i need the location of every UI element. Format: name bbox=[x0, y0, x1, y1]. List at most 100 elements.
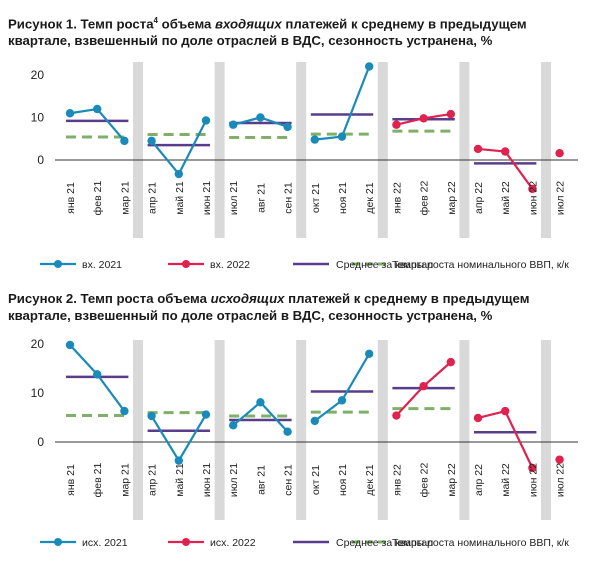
x-tick-label-1-9: окт 21 bbox=[310, 183, 322, 213]
data-point-2-15 bbox=[473, 413, 483, 423]
data-point-1-2 bbox=[120, 136, 129, 146]
legend-label-2-3: Темпы роста номинального ВВП, к/к bbox=[392, 537, 569, 549]
data-point-1-7 bbox=[256, 113, 265, 122]
y-tick-label-2-10: 10 bbox=[31, 386, 45, 400]
data-point-2-3 bbox=[147, 411, 156, 421]
quarter-separator-2-3 bbox=[296, 340, 307, 520]
x-tick-label-1-11: дек 21 bbox=[364, 182, 376, 213]
data-point-2-6 bbox=[229, 421, 238, 430]
x-tick-label-2-0: янв 21 bbox=[65, 464, 77, 496]
x-tick-label-1-3: апр 21 bbox=[147, 182, 159, 214]
x-tick-label-1-6: июл 21 bbox=[228, 181, 240, 215]
x-tick-label-2-11: дек 21 bbox=[364, 464, 376, 495]
x-tick-label-2-2: мар 21 bbox=[119, 463, 131, 497]
legend-label-1-3: Темпы роста номинального ВВП, к/к bbox=[392, 259, 569, 271]
x-tick-label-2-16: май 22 bbox=[500, 463, 512, 497]
series-line-1-1-3 bbox=[314, 66, 371, 141]
data-point-1-1 bbox=[93, 104, 102, 114]
figure-2-title-italic: исходящих bbox=[210, 291, 285, 306]
footnote-mark: 4 bbox=[153, 16, 158, 25]
y-tick-label-1-10: 10 bbox=[31, 111, 45, 125]
y-tick-label-2-20: 20 bbox=[31, 337, 45, 351]
quarter-separator-2-6 bbox=[541, 340, 551, 520]
x-tick-label-2-5: июн 21 bbox=[201, 463, 213, 497]
figure-1-title-suffix: платежей к среднему в предыдущем квартал… bbox=[8, 16, 527, 49]
y-tick-label-2-0: 0 bbox=[37, 435, 44, 449]
x-tick-label-1-16: май 22 bbox=[500, 181, 512, 215]
data-point-2-9 bbox=[310, 416, 319, 426]
x-tick-label-2-18: июл 22 bbox=[555, 463, 567, 497]
data-point-1-10 bbox=[337, 132, 347, 141]
data-point-2-14 bbox=[446, 357, 455, 367]
data-point-1-13 bbox=[419, 114, 428, 123]
data-point-1-8 bbox=[283, 122, 292, 132]
data-point-1-15 bbox=[473, 144, 483, 154]
x-tick-label-2-8: сен 21 bbox=[283, 464, 295, 496]
legend-swatch-dot-2-1 bbox=[182, 538, 190, 546]
x-tick-label-1-17: июн 22 bbox=[527, 181, 539, 215]
x-tick-label-1-5: июн 21 bbox=[201, 181, 213, 215]
x-tick-label-1-12: янв 22 bbox=[391, 182, 403, 214]
series-line-1-1-1 bbox=[150, 119, 207, 177]
data-point-2-18 bbox=[555, 455, 564, 464]
data-point-1-5 bbox=[201, 116, 211, 125]
legend-label-1-2: Среднее за квартал bbox=[336, 259, 433, 271]
x-tick-label-1-4: май 21 bbox=[174, 181, 186, 215]
figure-2-title-prefix: Рисунок 2. Темп роста объема bbox=[8, 291, 211, 306]
data-point-1-4 bbox=[174, 169, 183, 179]
data-point-1-12 bbox=[392, 120, 401, 129]
y-tick-label-1-0: 0 bbox=[37, 153, 44, 167]
figure-1-title-italic: входящих bbox=[215, 16, 282, 32]
legend-label-2-1: исх. 2022 bbox=[210, 537, 256, 549]
legend-label-1-1: вх. 2022 bbox=[210, 259, 250, 271]
figure-1-title-prefix: Рисунок 1. Темп роста bbox=[8, 16, 154, 32]
quarter-separator-2-2 bbox=[214, 340, 225, 520]
data-point-2-4 bbox=[174, 456, 183, 465]
legend-label-1-0: вх. 2021 bbox=[82, 259, 122, 271]
data-point-1-6 bbox=[229, 120, 238, 129]
data-point-2-5 bbox=[201, 410, 211, 419]
x-tick-label-2-13: фев 22 bbox=[419, 463, 431, 498]
quarter-separator-1-5 bbox=[459, 62, 470, 238]
data-point-2-17 bbox=[528, 463, 537, 473]
x-tick-label-2-9: окт 21 bbox=[310, 465, 322, 495]
x-tick-label-1-7: авг 21 bbox=[255, 183, 267, 213]
x-tick-label-2-1: фев 21 bbox=[92, 463, 104, 498]
data-point-1-14 bbox=[446, 109, 455, 119]
data-point-2-0 bbox=[65, 340, 75, 350]
data-point-1-3 bbox=[147, 136, 156, 146]
x-tick-label-1-15: апр 22 bbox=[473, 182, 485, 214]
x-tick-label-1-13: фев 22 bbox=[419, 181, 431, 216]
data-point-2-7 bbox=[256, 398, 265, 407]
x-tick-label-1-8: сен 21 bbox=[283, 182, 295, 214]
quarter-separator-1-4 bbox=[377, 62, 388, 238]
quarter-separator-2-1 bbox=[133, 340, 143, 520]
x-tick-label-1-10: ноя 21 bbox=[337, 182, 349, 214]
series-line-2-1-1 bbox=[150, 414, 207, 463]
legend-swatch-dot-1-1 bbox=[182, 260, 190, 268]
legend-label-2-2: Среднее за квартал bbox=[336, 537, 433, 549]
x-tick-label-1-14: мар 22 bbox=[446, 181, 458, 215]
data-point-2-8 bbox=[283, 427, 292, 436]
data-point-2-11 bbox=[365, 349, 374, 358]
data-point-1-9 bbox=[310, 135, 319, 144]
quarter-separator-2-5 bbox=[459, 340, 470, 520]
x-tick-label-2-15: апр 22 bbox=[473, 464, 485, 496]
data-point-2-16 bbox=[501, 406, 510, 416]
quarter-separator-1-3 bbox=[296, 62, 307, 238]
legend-swatch-dot-2-0 bbox=[54, 538, 62, 546]
legend-label-2-0: исх. 2021 bbox=[82, 537, 128, 549]
quarter-separator-1-2 bbox=[214, 62, 225, 238]
x-tick-label-2-6: июл 21 bbox=[228, 463, 240, 497]
data-point-1-11 bbox=[365, 62, 374, 71]
figure-1-title: Рисунок 1. Темп роста4 объема входящих п… bbox=[8, 12, 588, 49]
data-point-2-13 bbox=[419, 381, 428, 391]
data-point-2-10 bbox=[337, 396, 347, 405]
quarter-separator-2-4 bbox=[377, 340, 388, 520]
x-tick-label-2-3: апр 21 bbox=[147, 464, 159, 496]
data-point-2-2 bbox=[120, 406, 129, 416]
x-tick-label-2-17: июн 22 bbox=[527, 463, 539, 497]
x-tick-label-1-2: мар 21 bbox=[119, 181, 131, 215]
data-point-1-17 bbox=[528, 184, 537, 194]
